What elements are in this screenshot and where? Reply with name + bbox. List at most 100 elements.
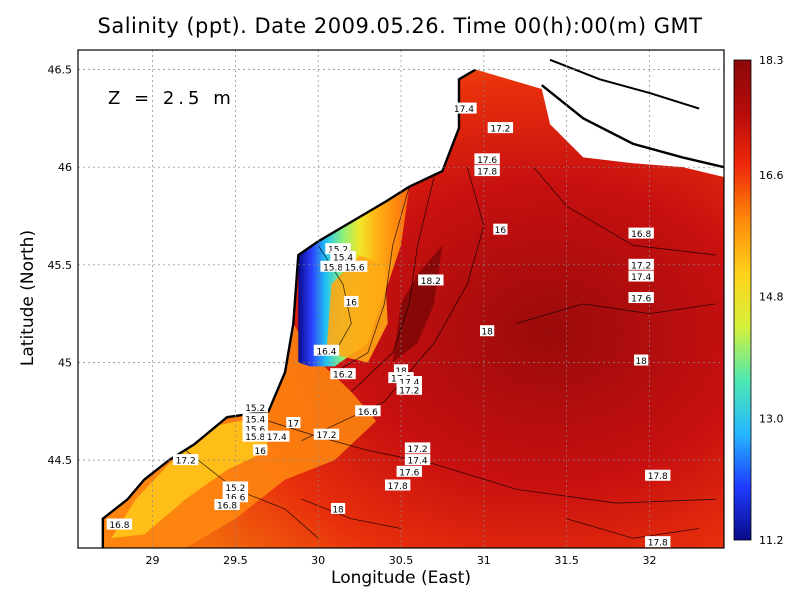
contour-label: 15.2 [245, 404, 265, 414]
contour-label: 16.2 [333, 371, 353, 381]
y-tick-label: 45 [58, 356, 72, 369]
contour-label-box [313, 428, 340, 440]
x-tick-label: 29 [146, 554, 160, 567]
contour-label: 17.6 [477, 156, 497, 166]
contour-label: 18 [481, 328, 493, 338]
x-tick-label: 32 [642, 554, 656, 567]
contour-label-box [628, 227, 654, 239]
contour-label: 16 [346, 298, 358, 308]
contour-label-box [404, 442, 431, 454]
contour-label-box [487, 122, 514, 134]
contour-label-box [222, 481, 249, 493]
x-tick-label: 29.5 [223, 554, 248, 567]
colorbar [733, 59, 752, 541]
contour-label-box [474, 153, 500, 165]
x-tick-label: 31 [477, 554, 491, 567]
coastline-east [541, 84, 725, 169]
contour-label: 17.2 [399, 386, 419, 396]
contour-label-box [628, 258, 654, 270]
contour-label-box [634, 354, 649, 366]
contour-label: 17.6 [399, 468, 419, 478]
contour-label-box [628, 270, 654, 282]
contour-label-box [264, 430, 290, 442]
contour-label-box [396, 465, 422, 477]
contour-label: 16.6 [358, 408, 378, 418]
x-tick-label: 31.5 [554, 554, 579, 567]
contour-label: 17.4 [454, 105, 474, 115]
contour-label-box [242, 430, 268, 442]
contour-label-box [242, 413, 268, 425]
contour-label-box [286, 417, 301, 429]
contour-label: 17.8 [477, 168, 497, 178]
contour-label: 16 [254, 447, 266, 457]
contour-label-box [628, 292, 654, 304]
contour-label: 16.8 [217, 502, 237, 512]
contour-label-box [172, 454, 199, 466]
colorbar-tick-label: 18.3 [759, 54, 784, 67]
contour-label: 16.8 [109, 521, 129, 531]
contour-label: 17 [288, 420, 299, 430]
contour-label: 15.2 [225, 484, 245, 494]
contour-label-box [325, 243, 351, 255]
y-tick-label: 45.5 [48, 259, 73, 272]
contour-label-box [645, 469, 671, 481]
contour-label: 17.6 [631, 295, 651, 305]
contour-label: 17.4 [631, 273, 651, 283]
y-tick-label: 44.5 [48, 454, 73, 467]
contour-label: 17.4 [267, 433, 287, 443]
contour-label: 17.8 [388, 482, 408, 492]
contour-label-box [214, 499, 240, 511]
contour-label: 15.4 [333, 254, 353, 264]
contour-label-box [480, 325, 495, 337]
coastline-north [549, 58, 700, 110]
contour-label: 18 [635, 357, 647, 367]
contour-label: 16.4 [316, 347, 336, 357]
contour-label: 16.8 [631, 230, 651, 240]
contour-label: 17.2 [316, 431, 336, 441]
contour-label: 17.4 [399, 379, 419, 389]
contour-label-box [222, 491, 249, 503]
gridlines [78, 50, 724, 548]
contour-label-box [242, 401, 268, 413]
contour-label: 18.2 [421, 277, 441, 287]
contour-label: 15.2 [328, 246, 348, 256]
x-tick-label: 30.5 [389, 554, 414, 567]
contour-label-box [393, 364, 409, 376]
contour-label-box [242, 422, 268, 434]
contour-label-box [384, 479, 411, 491]
contour-label-box [313, 344, 340, 356]
contour-label-box [355, 405, 381, 417]
contour-label: 15.6 [245, 425, 265, 435]
colorbar-tick-label: 11.2 [759, 534, 784, 547]
contour-label: 15.4 [245, 416, 265, 426]
contour-label-box [474, 165, 500, 177]
contour-label: 15.8 [245, 433, 265, 443]
contour-label: 18 [332, 505, 344, 515]
colorbar-tick-label: 16.6 [759, 169, 784, 182]
contour-label: 17.4 [408, 457, 428, 467]
x-axis-label: Longitude (East) [331, 568, 471, 588]
contour-label-box [330, 251, 356, 263]
contour-label: 17.2 [631, 261, 651, 271]
y-tick-label: 46 [58, 161, 72, 174]
contour-label-box [418, 274, 444, 286]
contour-label-box [330, 368, 356, 380]
contour-label-box [344, 295, 359, 307]
plot-frame [77, 49, 725, 549]
contour-label: 15.6 [345, 263, 365, 273]
contour-label: 17.8 [648, 539, 668, 549]
contour-labels: 17.417.217.617.816 16.817.217.417.618.215… [106, 102, 671, 549]
contour-label-box [106, 518, 133, 530]
colorbar-tick-label: 13.0 [759, 412, 784, 425]
contour-label-box [341, 260, 368, 272]
y-axis-label: Latitude (North) [18, 229, 38, 367]
chart-title: Salinity (ppt). Date 2009.05.26. Time 00… [97, 14, 703, 38]
x-tick-label: 30 [311, 554, 325, 567]
depth-label: Z = 2.5 m [108, 88, 235, 109]
contour-label: 17.2 [490, 125, 510, 135]
colorbar-tick-label: 14.8 [759, 291, 784, 304]
contour-label-box [320, 260, 346, 272]
contour-label-box [404, 454, 431, 466]
contour-label-box [493, 223, 508, 235]
